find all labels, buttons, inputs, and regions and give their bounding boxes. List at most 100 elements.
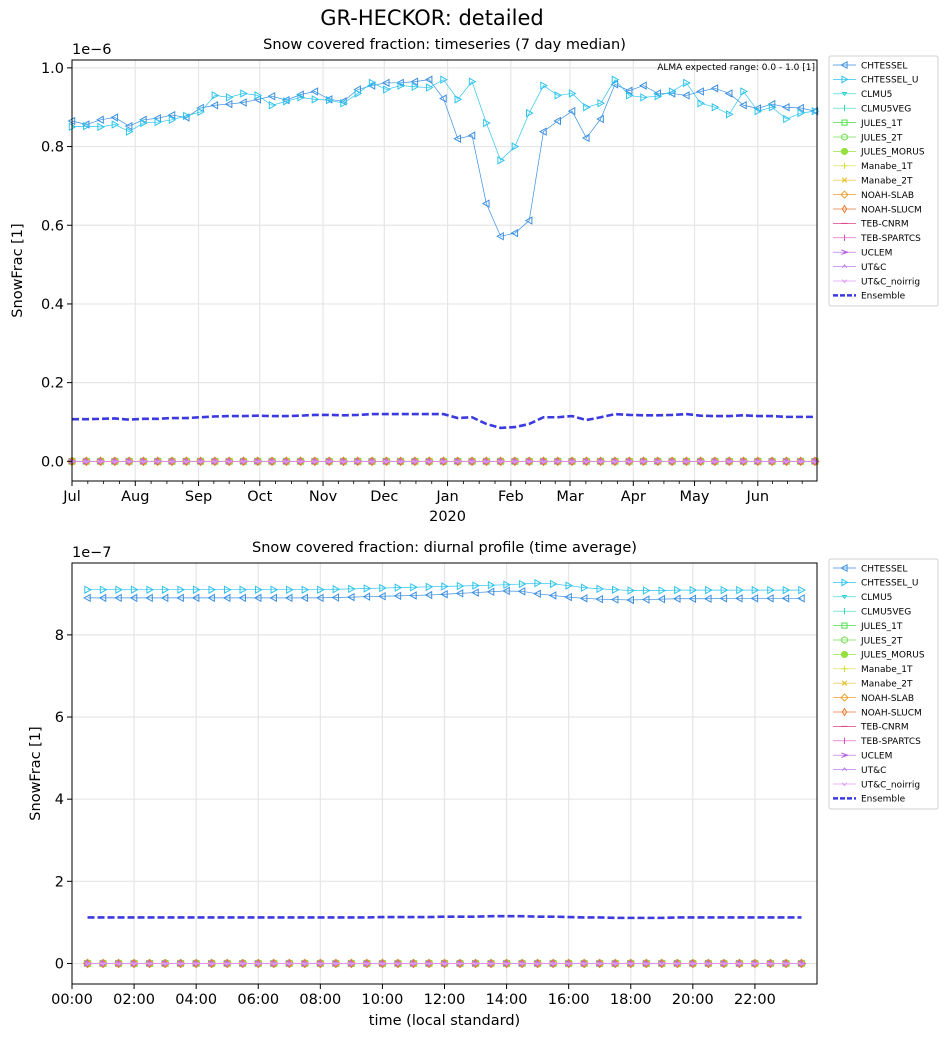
legend-entry: Manabe_1T — [833, 665, 913, 675]
chart-title: Snow covered fraction: timeseries (7 day… — [263, 37, 626, 53]
data-point — [705, 585, 713, 595]
data-point — [239, 585, 248, 594]
data-point — [726, 459, 733, 464]
data-point — [226, 459, 233, 464]
data-point — [396, 78, 404, 88]
data-point — [689, 585, 698, 595]
y-tick-label: 0 — [55, 956, 64, 972]
data-point — [99, 585, 108, 594]
legend-label: NOAH-SLAB — [861, 694, 914, 704]
legend-marker — [841, 177, 848, 183]
data-point — [223, 585, 232, 594]
data-point — [668, 87, 677, 96]
data-point — [296, 90, 304, 99]
data-point — [456, 581, 465, 591]
data-point — [654, 459, 661, 464]
data-point — [488, 961, 494, 967]
legend-label: Ensemble — [861, 795, 906, 805]
legend-entry: CLMU5VEG — [833, 608, 911, 618]
data-point — [524, 216, 533, 225]
data-point — [222, 593, 231, 603]
legend-label: JULES_MORUS — [860, 651, 925, 661]
legend-label: UCLEM — [861, 752, 892, 762]
data-point — [145, 593, 153, 603]
data-point — [640, 459, 647, 464]
data-point — [154, 459, 161, 464]
data-point — [240, 459, 247, 464]
data-point — [286, 961, 293, 967]
x-tick-label: Sep — [185, 489, 212, 505]
data-point — [454, 459, 461, 464]
data-point — [657, 594, 666, 604]
legend-entry: NOAH-SLUCM — [833, 204, 922, 215]
legend-entry: JULES_MORUS — [833, 148, 925, 158]
data-point — [612, 585, 620, 594]
data-point — [363, 961, 370, 967]
data-point — [540, 81, 548, 90]
data-point — [192, 585, 201, 594]
x-tick-label: Feb — [498, 489, 524, 505]
data-point — [567, 106, 576, 116]
legend-entry: CHTESSEL — [833, 60, 907, 71]
series-ensemble — [72, 412, 815, 430]
data-point — [674, 961, 681, 967]
legend-label: JULES_2T — [860, 133, 903, 143]
data-point — [768, 102, 777, 112]
x-tick-label: 16:00 — [548, 992, 590, 1008]
plot-frame — [71, 59, 818, 482]
data-point — [767, 961, 774, 967]
data-point — [325, 95, 334, 105]
series-ut-c-noirrig — [84, 961, 805, 967]
x-tick-label: Jan — [435, 489, 458, 505]
data-point — [254, 459, 261, 464]
data-point — [783, 961, 789, 967]
legend-marker — [841, 622, 848, 629]
data-point — [467, 131, 476, 140]
x-tick-label: May — [680, 489, 710, 505]
data-point — [565, 961, 572, 967]
data-point — [569, 459, 575, 464]
data-point — [769, 459, 776, 464]
data-point — [641, 595, 650, 604]
legend-entry: Ensemble — [833, 795, 906, 805]
data-point — [162, 961, 169, 967]
data-point — [83, 121, 91, 131]
data-point — [348, 584, 356, 594]
data-point — [481, 199, 490, 208]
legend-label: CLMU5VEG — [861, 608, 911, 618]
data-point — [208, 585, 217, 594]
data-point — [581, 133, 590, 143]
data-point — [496, 232, 504, 241]
data-point — [581, 961, 588, 967]
data-point — [410, 77, 419, 86]
data-point — [612, 961, 619, 967]
data-point — [395, 961, 401, 967]
data-point — [193, 961, 200, 967]
legend-entry: Manabe_2T — [833, 177, 913, 187]
legend-entry: Ensemble — [833, 292, 906, 302]
y-tick-label: 0.6 — [41, 218, 64, 234]
data-point — [683, 78, 691, 88]
data-point — [191, 593, 200, 603]
y-tick-label: 0.2 — [41, 376, 64, 392]
data-point — [596, 584, 605, 594]
data-point — [518, 579, 527, 589]
axis-scale-label: 1e−6 — [72, 42, 112, 58]
legend-entry: UT&C_noirrig — [833, 780, 920, 790]
legend-label: CLMU5 — [861, 593, 892, 603]
y-tick-label: 4 — [55, 792, 64, 808]
data-point — [440, 459, 447, 464]
data-point — [554, 91, 563, 100]
legend-marker — [841, 752, 850, 758]
data-point — [146, 961, 153, 967]
data-point — [533, 589, 541, 599]
x-tick-label: 06:00 — [237, 992, 279, 1008]
data-point — [797, 594, 805, 603]
data-point — [726, 110, 734, 119]
data-point — [554, 459, 561, 464]
data-point — [457, 961, 463, 967]
data-point — [553, 116, 562, 126]
legend-entry: CHTESSEL — [833, 563, 907, 574]
data-point — [639, 81, 647, 90]
